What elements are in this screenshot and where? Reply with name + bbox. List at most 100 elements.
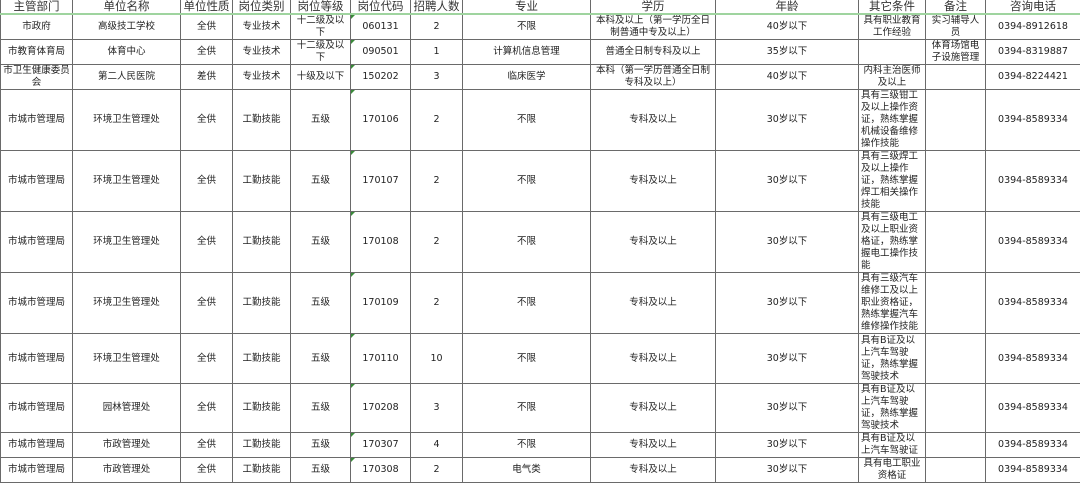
cell-education: 专科及以上 (591, 458, 716, 483)
cell-other-conditions: 具有三级焊工及以上操作证，熟练掌握焊工相关操作技能 (859, 151, 926, 212)
cell-post-level: 五级 (291, 273, 351, 334)
cell-education: 专科及以上 (591, 334, 716, 384)
cell-hire-count: 10 (411, 334, 463, 384)
cell-remarks (926, 334, 986, 384)
cell-remarks (926, 212, 986, 273)
cell-age: 30岁以下 (716, 458, 859, 483)
cell-unit-type: 全供 (181, 14, 233, 40)
cell-unit-name: 环境卫生管理处 (73, 273, 181, 334)
cell-unit-name: 市政管理处 (73, 458, 181, 483)
header-post-category: 岗位类别 (233, 0, 291, 14)
cell-unit-type: 全供 (181, 273, 233, 334)
header-post-level: 岗位等级 (291, 0, 351, 14)
cell-unit-type: 全供 (181, 334, 233, 384)
header-education: 学历 (591, 0, 716, 14)
cell-education: 专科及以上 (591, 90, 716, 151)
cell-hire-count: 1 (411, 40, 463, 65)
cell-unit-name: 体育中心 (73, 40, 181, 65)
cell-post-level: 五级 (291, 90, 351, 151)
cell-post-level: 五级 (291, 433, 351, 458)
cell-remarks (926, 458, 986, 483)
cell-post-level: 五级 (291, 212, 351, 273)
cell-post-category: 工勤技能 (233, 90, 291, 151)
cell-post-code: 170307 (351, 433, 411, 458)
cell-post-level: 五级 (291, 458, 351, 483)
cell-post-category: 工勤技能 (233, 273, 291, 334)
cell-age: 30岁以下 (716, 90, 859, 151)
header-unit-name: 单位名称 (73, 0, 181, 14)
cell-unit-name: 园林管理处 (73, 384, 181, 433)
cell-post-code: 060131 (351, 14, 411, 40)
cell-post-level: 十级及以下 (291, 65, 351, 90)
cell-age: 40岁以下 (716, 65, 859, 90)
cell-other-conditions: 内科主治医师及以上 (859, 65, 926, 90)
cell-unit-type: 差供 (181, 65, 233, 90)
cell-post-level: 五级 (291, 384, 351, 433)
cell-post-category: 专业技术 (233, 65, 291, 90)
cell-major: 电气类 (463, 458, 591, 483)
cell-unit-type: 全供 (181, 40, 233, 65)
cell-phone: 0394-8589334 (986, 151, 1080, 212)
cell-major: 计算机信息管理 (463, 40, 591, 65)
cell-unit-name: 环境卫生管理处 (73, 90, 181, 151)
header-phone: 咨询电话 (986, 0, 1080, 14)
header-major: 专业 (463, 0, 591, 14)
cell-post-code: 170110 (351, 334, 411, 384)
cell-phone: 0394-8589334 (986, 433, 1080, 458)
cell-other-conditions: 具有职业教育工作经验 (859, 14, 926, 40)
cell-education: 专科及以上 (591, 273, 716, 334)
cell-age: 30岁以下 (716, 212, 859, 273)
cell-department: 市城市管理局 (1, 433, 73, 458)
cell-other-conditions: 具有B证及以上汽车驾驶证，熟练掌握驾驶技术 (859, 384, 926, 433)
cell-age: 30岁以下 (716, 273, 859, 334)
cell-department: 市城市管理局 (1, 212, 73, 273)
header-row: 主管部门单位名称单位性质岗位类别岗位等级岗位代码招聘人数专业学历年龄其它条件备注… (1, 0, 1080, 14)
cell-unit-name: 高级技工学校 (73, 14, 181, 40)
cell-hire-count: 2 (411, 151, 463, 212)
cell-department: 市城市管理局 (1, 273, 73, 334)
cell-remarks (926, 90, 986, 151)
header-other-conditions: 其它条件 (859, 0, 926, 14)
cell-post-level: 五级 (291, 334, 351, 384)
cell-phone: 0394-8589334 (986, 273, 1080, 334)
cell-age: 30岁以下 (716, 334, 859, 384)
cell-unit-name: 第二人民医院 (73, 65, 181, 90)
cell-other-conditions: 具有三级钳工及以上操作资证，熟练掌握机械设备维修操作技能 (859, 90, 926, 151)
cell-other-conditions: 具有三级汽车维修工及以上职业资格证，熟练掌握汽车维修操作技能 (859, 273, 926, 334)
cell-age: 35岁以下 (716, 40, 859, 65)
cell-education: 本科及以上（第一学历全日制普通中专及以上） (591, 14, 716, 40)
cell-hire-count: 2 (411, 90, 463, 151)
cell-post-level: 五级 (291, 151, 351, 212)
cell-major: 不限 (463, 151, 591, 212)
header-hire-count: 招聘人数 (411, 0, 463, 14)
cell-other-conditions: 具有B证及以上汽车驾驶证 (859, 433, 926, 458)
cell-unit-name: 环境卫生管理处 (73, 212, 181, 273)
cell-phone: 0394-8224421 (986, 65, 1080, 90)
cell-department: 市城市管理局 (1, 151, 73, 212)
cell-department: 市城市管理局 (1, 334, 73, 384)
cell-remarks (926, 433, 986, 458)
cell-unit-type: 全供 (181, 458, 233, 483)
cell-department: 市政府 (1, 14, 73, 40)
cell-education: 普通全日制专科及以上 (591, 40, 716, 65)
cell-hire-count: 4 (411, 433, 463, 458)
cell-other-conditions: 具有三级电工及以上职业资格证，熟练掌握电工操作技能 (859, 212, 926, 273)
cell-unit-type: 全供 (181, 384, 233, 433)
cell-post-category: 工勤技能 (233, 151, 291, 212)
cell-hire-count: 3 (411, 384, 463, 433)
cell-post-code: 150202 (351, 65, 411, 90)
cell-post-code: 170109 (351, 273, 411, 334)
cell-education: 专科及以上 (591, 433, 716, 458)
cell-age: 30岁以下 (716, 151, 859, 212)
cell-remarks (926, 384, 986, 433)
cell-post-category: 工勤技能 (233, 334, 291, 384)
cell-major: 不限 (463, 14, 591, 40)
cell-post-category: 工勤技能 (233, 458, 291, 483)
